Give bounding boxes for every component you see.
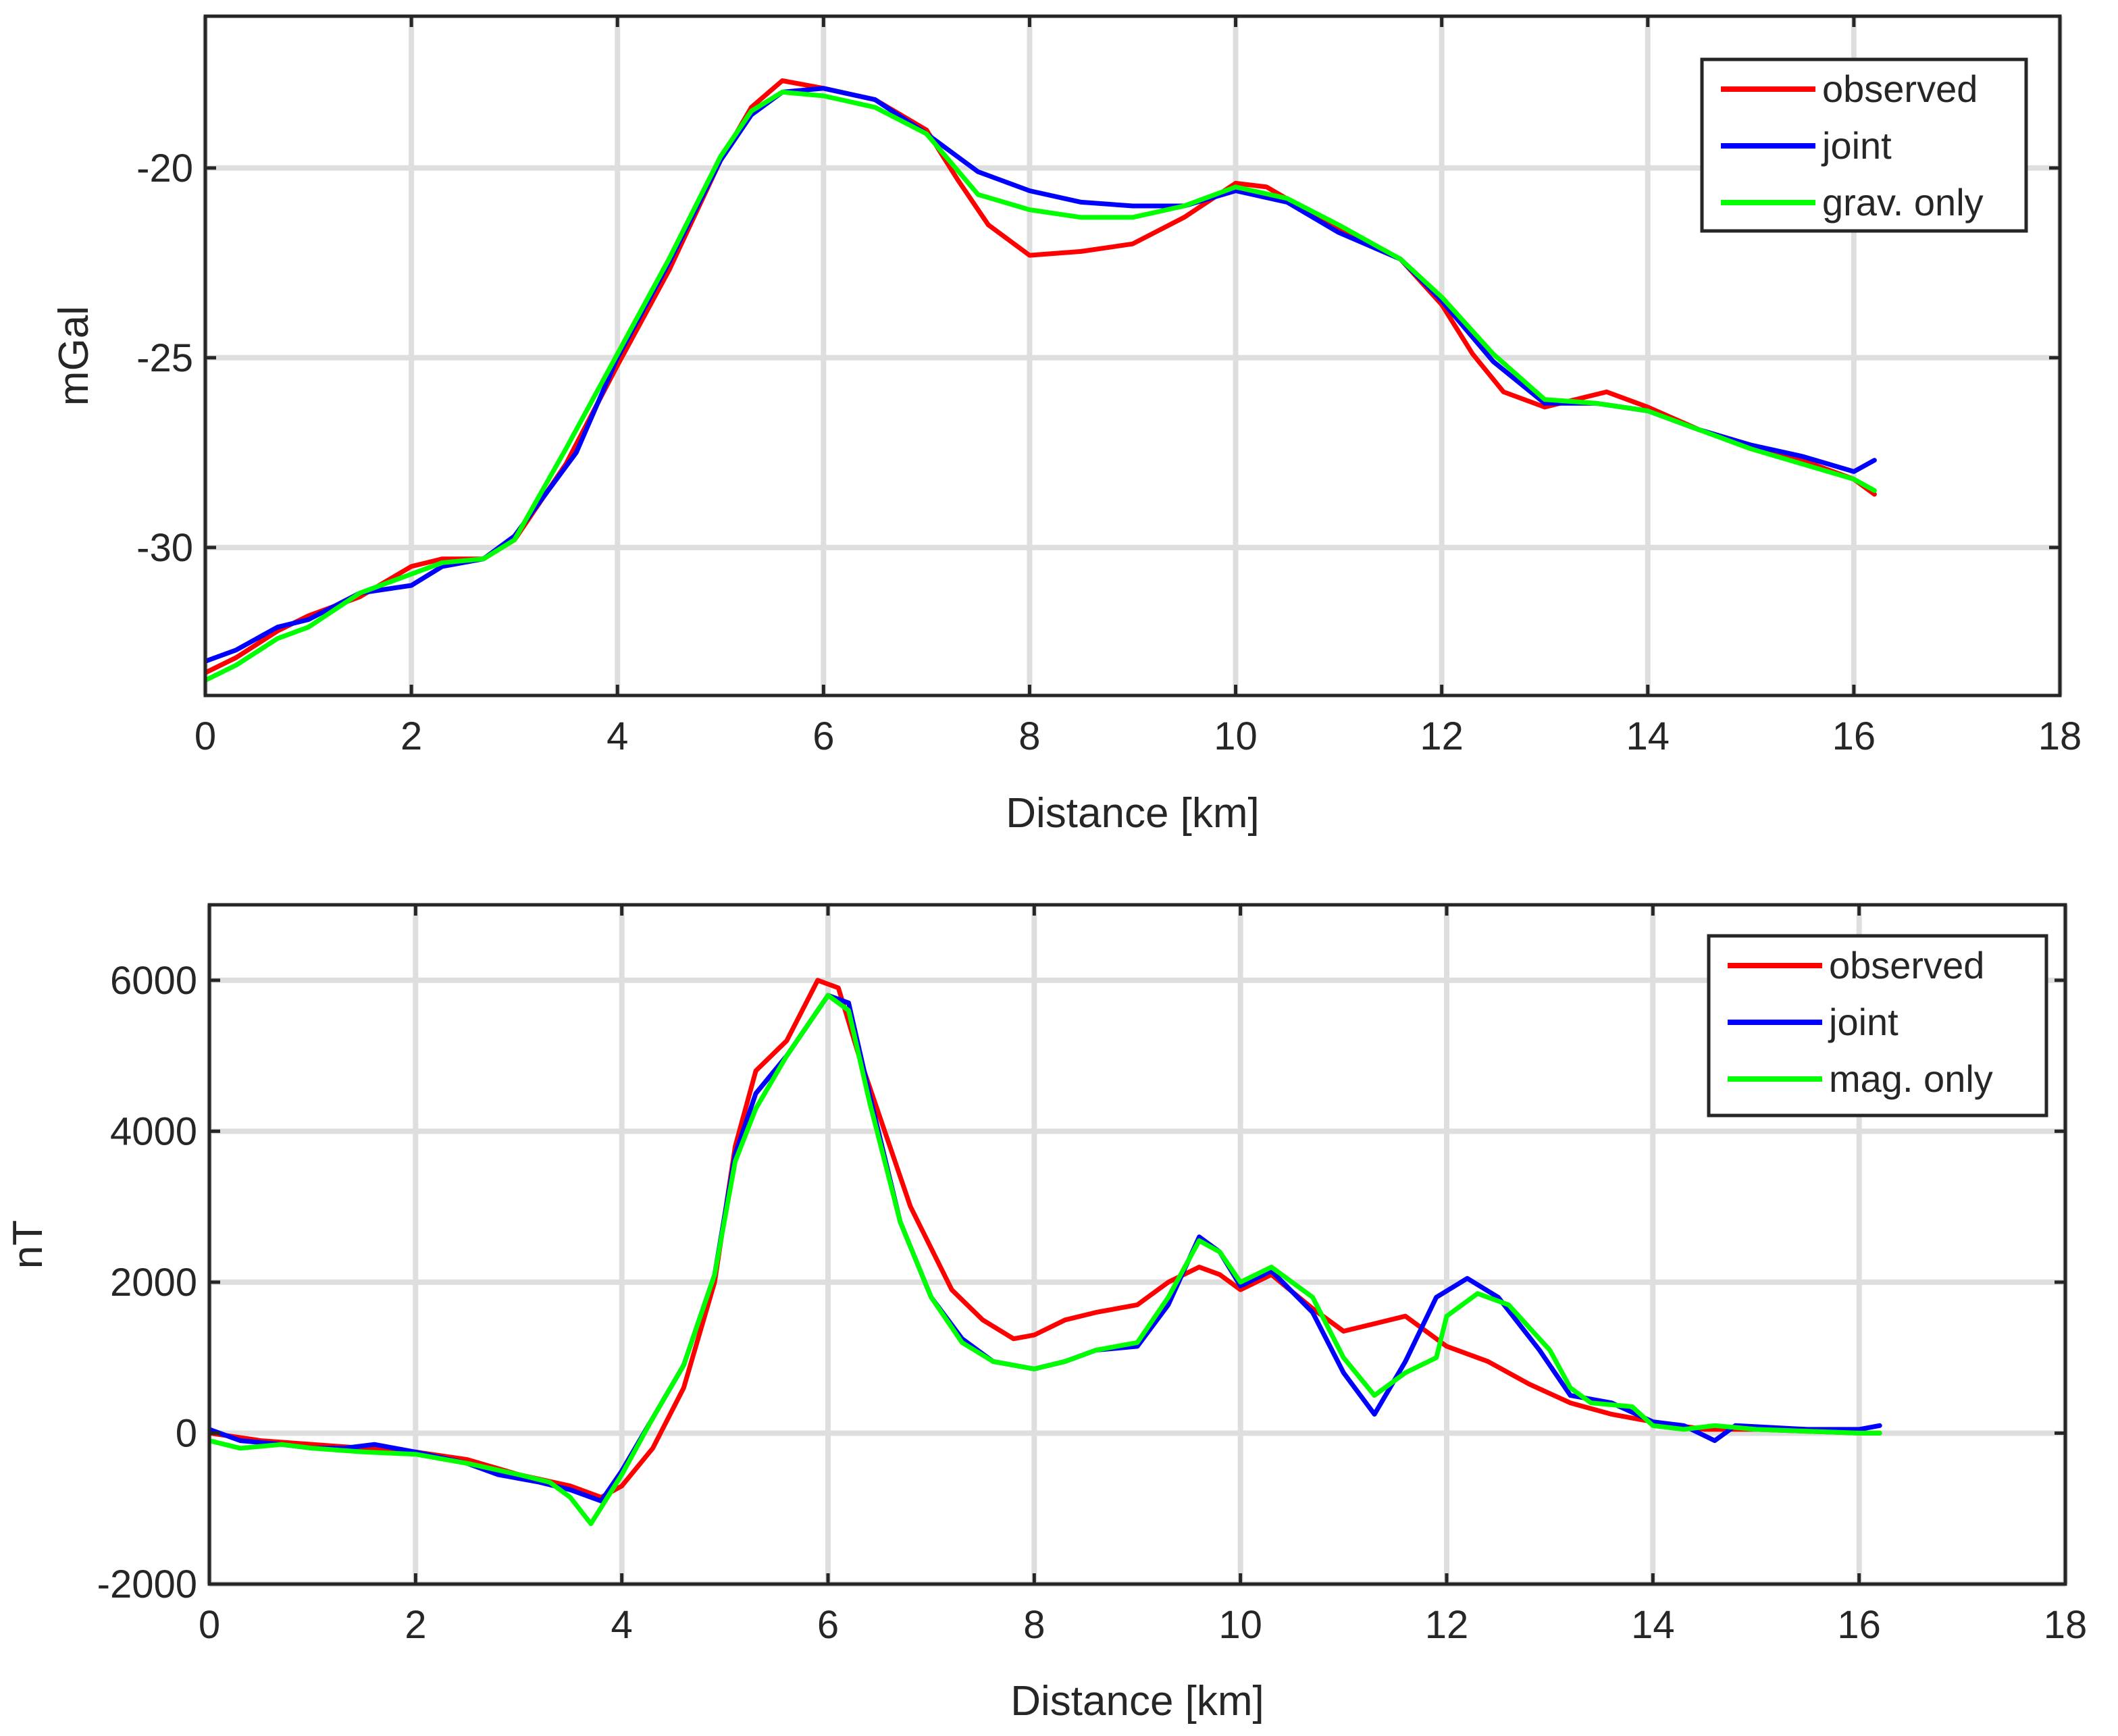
y-tick-label: -20 <box>136 147 193 190</box>
x-tick-label: 6 <box>817 1603 839 1647</box>
x-tick-label: 14 <box>1631 1603 1675 1647</box>
x-tick-label: 0 <box>195 714 216 758</box>
legend-entry-label: joint <box>1821 124 1892 167</box>
x-axis-label: Distance [km] <box>1010 1678 1264 1725</box>
x-tick-label: 8 <box>1023 1603 1045 1647</box>
series-line-joint <box>205 86 1877 664</box>
legend: observed joint mag. only <box>1707 934 2048 1117</box>
series-line-joint <box>209 993 1882 1504</box>
legend-entry-label: observed <box>1829 944 1984 987</box>
x-tick-label: 10 <box>1218 1603 1262 1647</box>
x-tick-label: 12 <box>1425 1603 1469 1647</box>
plot-frame <box>203 14 2062 698</box>
series-line-mag-only <box>209 993 1882 1527</box>
legend-entry-label: observed <box>1822 68 1978 110</box>
x-tick-label: 4 <box>606 714 628 758</box>
x-tick-label: 18 <box>2044 1603 2088 1647</box>
y-axis-label: nT <box>5 1220 51 1269</box>
y-tick-label: 6000 <box>110 959 197 1003</box>
x-tick-label: 10 <box>1214 714 1258 758</box>
legend-entry-label: grav. only <box>1822 181 1984 223</box>
x-tick-label: 2 <box>401 714 422 758</box>
x-tick-label: 18 <box>2038 714 2082 758</box>
subplot-2: 0 2 4 6 8 10 12 14 16 18-20000200040006000Distanc… <box>5 903 2088 1725</box>
x-tick-label: 2 <box>405 1603 426 1647</box>
y-tick-label: 0 <box>176 1411 197 1455</box>
y-tick-label: 4000 <box>110 1109 197 1153</box>
x-tick-label: 4 <box>611 1603 633 1647</box>
x-tick-label: 12 <box>1420 714 1464 758</box>
legend-entry-label: joint <box>1828 1001 1899 1043</box>
x-tick-label: 6 <box>812 714 834 758</box>
series-line-observed <box>209 978 1882 1500</box>
x-tick-label: 8 <box>1018 714 1040 758</box>
x-tick-label: 14 <box>1626 714 1670 758</box>
y-tick-label: -25 <box>136 336 193 380</box>
subplot-1: 0 2 4 6 8 10 12 14 16 18 -30 -25 -20 Distance [km] mGa… <box>51 14 2082 837</box>
x-tick-label: 0 <box>199 1603 220 1647</box>
x-axis-label: Distance [km] <box>1006 790 1260 837</box>
legend: observed joint grav. only <box>1700 57 2028 233</box>
x-tick-label: 16 <box>1832 714 1876 758</box>
series-line-grav-only <box>205 89 1877 683</box>
y-axis-label: mGal <box>51 306 97 406</box>
y-tick-label: -2000 <box>97 1562 197 1606</box>
x-tick-label: 16 <box>1837 1603 1881 1647</box>
y-tick-label: 2000 <box>110 1261 197 1305</box>
y-tick-label: -30 <box>136 526 193 570</box>
legend-entry-label: mag. only <box>1829 1057 1993 1100</box>
plot-frame <box>207 903 2067 1586</box>
